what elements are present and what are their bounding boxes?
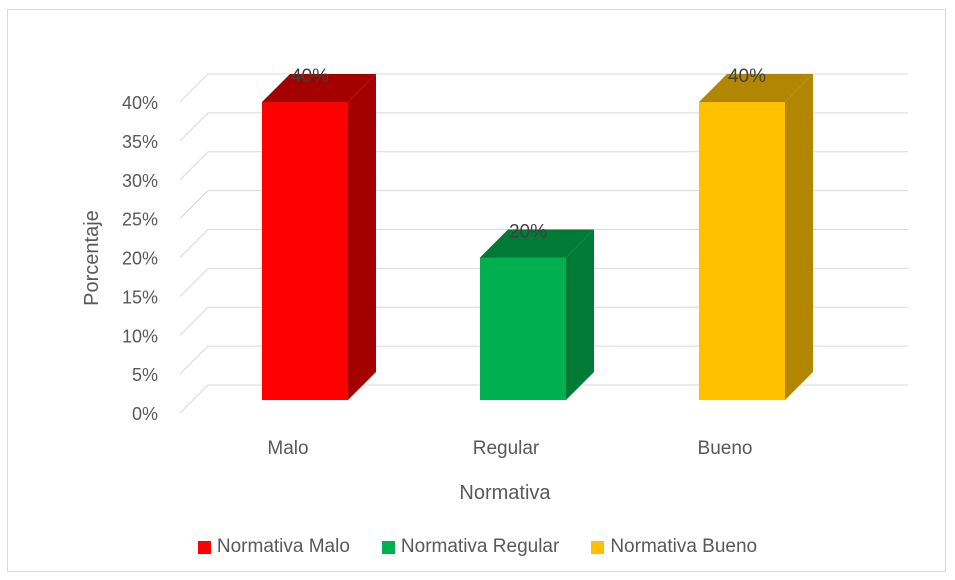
bar-top xyxy=(699,74,813,102)
y-tick-label: 15% xyxy=(122,287,158,307)
y-axis-title: Porcentaje xyxy=(81,210,103,306)
bar-side xyxy=(785,74,813,400)
side-gridline xyxy=(179,112,209,142)
bar-bueno: 40% xyxy=(699,66,813,400)
bar-side xyxy=(566,229,594,400)
side-gridline xyxy=(179,268,209,297)
side-gridline xyxy=(179,190,209,219)
side-gridline xyxy=(179,384,209,414)
data-label: 40% xyxy=(291,66,329,87)
side-gridline xyxy=(179,73,209,103)
y-tick-label: 25% xyxy=(122,210,158,230)
side-gridline xyxy=(179,151,209,181)
bar-top xyxy=(262,74,376,102)
x-axis-title: Normativa xyxy=(459,482,551,504)
y-tick-label: 20% xyxy=(122,249,158,269)
y-tick-label: 40% xyxy=(122,93,158,113)
bar-malo: 40% xyxy=(262,66,376,400)
y-tick-label: 30% xyxy=(122,171,158,191)
legend-item-regular: Normativa Regular xyxy=(381,536,560,558)
legend: Normativa Malo Normativa Regular Normati… xyxy=(0,536,955,558)
y-tick-label: 0% xyxy=(132,404,158,424)
y-tick-label: 35% xyxy=(122,132,158,152)
legend-item-malo: Normativa Malo xyxy=(197,536,350,558)
bar-regular: 20% xyxy=(480,222,594,400)
bar xyxy=(699,102,785,400)
legend-item-bueno: Normativa Bueno xyxy=(591,536,757,558)
y-tick-label: 5% xyxy=(132,365,158,385)
data-label: 20% xyxy=(509,222,547,243)
bar-top xyxy=(480,229,594,258)
x-tick-label: Regular xyxy=(473,438,540,459)
side-gridline xyxy=(179,306,209,336)
data-label: 40% xyxy=(728,66,766,87)
bar-side xyxy=(348,74,376,400)
legend-label-bueno: Normativa Bueno xyxy=(610,536,758,557)
x-tick-label: Malo xyxy=(267,438,308,459)
legend-label-malo: Normativa Malo xyxy=(216,536,350,557)
side-gridline xyxy=(179,229,209,258)
legend-swatch-regular xyxy=(381,540,395,554)
y-tick-label: 10% xyxy=(122,326,158,346)
legend-label-regular: Normativa Regular xyxy=(400,536,560,557)
legend-swatch-malo xyxy=(197,540,211,554)
legend-swatch-bueno xyxy=(591,540,605,554)
bar xyxy=(262,102,348,400)
bar xyxy=(480,257,566,400)
side-gridline xyxy=(179,345,209,375)
x-tick-label: Bueno xyxy=(698,438,753,459)
